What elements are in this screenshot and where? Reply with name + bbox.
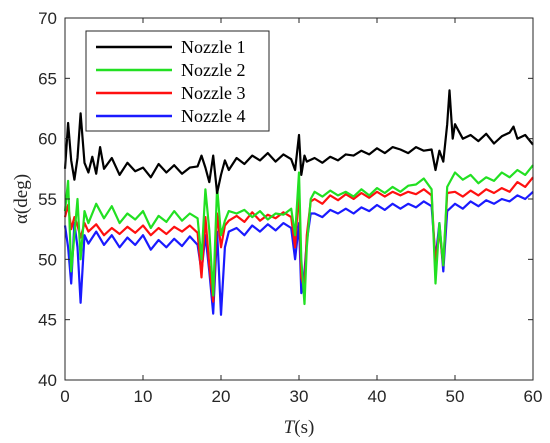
x-tick-label: 10 bbox=[134, 387, 153, 406]
legend-label-nozzle-2: Nozzle 2 bbox=[181, 60, 245, 80]
y-tick-label: 45 bbox=[38, 311, 57, 330]
y-tick-label: 55 bbox=[38, 190, 57, 209]
tick-layer: 0 10 20 30 40 50 60 40 45 50 55 60 65 70 bbox=[38, 9, 542, 406]
series-layer bbox=[63, 89, 534, 316]
x-axis-label: T(s) bbox=[284, 417, 315, 438]
y-tick-label: 50 bbox=[38, 250, 57, 269]
y-axis-label: α(deg) bbox=[11, 174, 32, 224]
series-line-nozzle-1 bbox=[63, 89, 534, 195]
y-tick-label: 60 bbox=[38, 130, 57, 149]
x-tick-label: 20 bbox=[212, 387, 231, 406]
y-tick-label: 40 bbox=[38, 371, 57, 390]
y-tick-label: 70 bbox=[38, 9, 57, 28]
x-tick-label: 30 bbox=[290, 387, 309, 406]
legend-label-nozzle-1: Nozzle 1 bbox=[181, 37, 245, 57]
series-line-nozzle-2 bbox=[63, 164, 534, 306]
legend: Nozzle 1 Nozzle 2 Nozzle 3 Nozzle 4 bbox=[85, 30, 270, 132]
x-tick-label: 60 bbox=[524, 387, 543, 406]
x-tick-label: 50 bbox=[446, 387, 465, 406]
legend-label-nozzle-3: Nozzle 3 bbox=[181, 83, 245, 103]
legend-label-nozzle-4: Nozzle 4 bbox=[181, 106, 245, 126]
x-tick-label: 0 bbox=[60, 387, 69, 406]
y-tick-label: 65 bbox=[38, 69, 57, 88]
x-tick-label: 40 bbox=[368, 387, 387, 406]
